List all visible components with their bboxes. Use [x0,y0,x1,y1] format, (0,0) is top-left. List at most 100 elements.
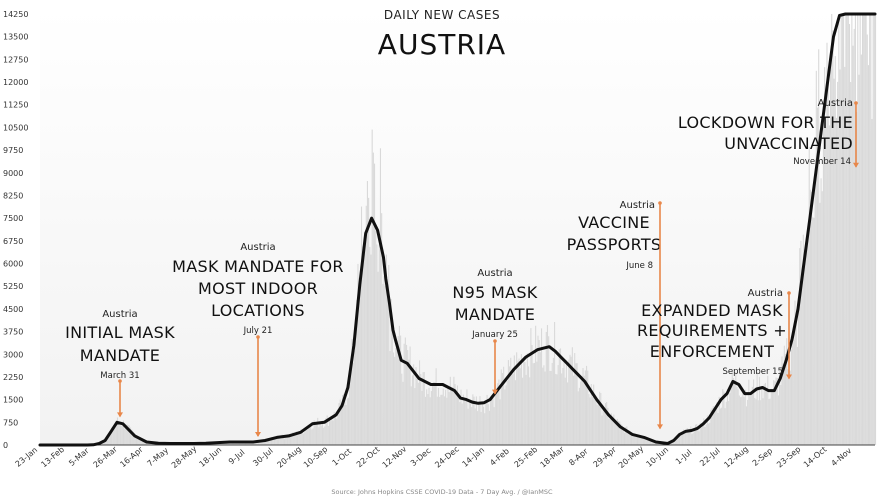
daily-bar [859,14,861,445]
daily-bar [400,335,402,445]
daily-bar [838,14,840,445]
daily-bar [706,415,708,445]
daily-bar [843,14,845,445]
daily-bar [796,346,798,445]
daily-bar [137,437,139,445]
daily-bar [313,420,315,445]
daily-bar [739,397,742,445]
daily-bar [315,422,318,445]
x-tick-label: 20-May [617,444,646,470]
daily-bar [318,427,320,445]
daily-bar [328,418,331,445]
daily-bar [500,369,502,445]
daily-bar [498,379,500,445]
daily-bar [127,425,129,445]
daily-bar [323,427,325,445]
annotation-date: November 14 [793,157,851,167]
daily-bar [417,382,419,445]
daily-bar [501,373,504,445]
daily-bar [116,417,119,445]
daily-bar [115,424,117,445]
daily-bar [416,378,418,445]
x-tick-label: 22-Oct [355,445,382,469]
daily-bar [726,388,729,445]
daily-bar [583,375,585,445]
daily-bar [301,430,303,445]
daily-bar [428,387,430,445]
daily-bar [712,406,714,445]
daily-bar [338,403,340,445]
daily-bar [614,419,616,445]
daily-bar [443,396,445,445]
daily-bar [106,440,108,445]
daily-bar [861,14,864,445]
daily-bars [88,14,877,446]
daily-bar [837,81,839,446]
daily-bar [279,437,281,445]
daily-bar [826,42,828,445]
daily-bar [302,433,305,445]
daily-bar [272,437,274,445]
daily-bar [725,401,727,445]
daily-bar [363,249,365,445]
daily-bar [572,375,575,445]
daily-bar [342,395,344,445]
x-tick-label: 14-Jan [461,445,487,469]
daily-bar [493,407,495,445]
daily-bar [875,14,877,445]
y-tick-label: 6750 [3,237,23,246]
annotation-label: LOCATIONS [211,301,305,320]
daily-bar [447,388,449,445]
daily-bar [314,423,316,445]
daily-bar [806,236,808,445]
daily-bar [345,404,347,445]
daily-bar [626,426,628,445]
daily-bar [571,347,573,445]
daily-bar [526,353,528,445]
daily-bar [442,388,444,445]
daily-bar [351,338,353,445]
daily-bar [616,418,618,445]
daily-bar [607,407,609,445]
daily-bar [700,427,702,445]
annotation-region: Austria [477,268,512,279]
daily-bar [436,396,438,445]
annotation-label: REQUIREMENTS + [637,321,787,340]
daily-bar [130,427,132,445]
daily-bar [111,427,113,445]
daily-bar [523,360,525,445]
daily-bar [288,437,290,445]
daily-bar [542,367,544,445]
daily-bar [639,437,641,445]
y-tick-label: 3000 [3,350,23,359]
annotation-region: Austria [818,98,853,109]
daily-bar [339,399,341,445]
daily-bar [867,65,869,446]
daily-bar [421,390,423,445]
daily-bar [456,385,459,445]
daily-bar [465,399,467,445]
daily-bar [554,322,556,445]
x-tick-label: 26-Mar [92,444,120,469]
daily-bar [424,396,427,445]
daily-bar [143,439,145,445]
daily-bar [713,410,716,445]
daily-bar [828,125,830,446]
daily-bar [122,420,125,445]
daily-bar [452,387,454,445]
daily-bar [331,419,333,445]
annotation-label: ENFORCEMENT [650,342,774,361]
daily-bar [411,375,414,445]
daily-bar [327,425,329,445]
daily-bar [691,434,693,445]
x-tick-label: 16-Apr [118,445,145,470]
daily-bar [546,325,549,445]
annotation-date: March 31 [100,371,139,381]
daily-bar [689,428,691,445]
daily-bar [790,349,793,445]
daily-bar [851,14,853,445]
daily-bar [808,146,810,446]
daily-bar [550,370,552,445]
daily-bar [781,356,783,445]
